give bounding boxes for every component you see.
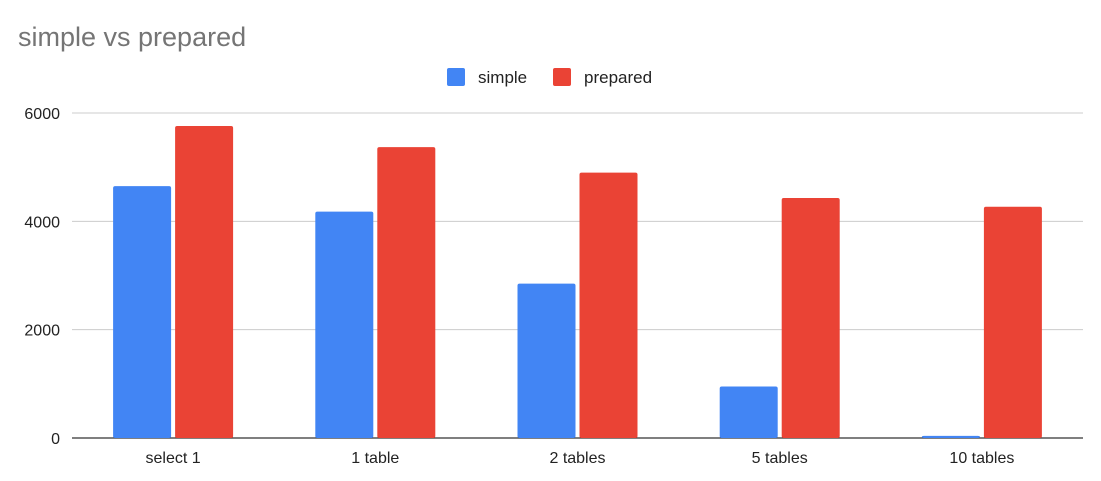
bar-simple-5-tables (719, 386, 778, 438)
bar-simple-2-tables (517, 283, 576, 438)
bar-prepared-5-tables (781, 198, 840, 438)
bar-prepared-1-table (377, 147, 436, 438)
x-tick-label: 10 tables (949, 450, 1014, 467)
x-tick-label: select 1 (146, 450, 201, 467)
legend: simple prepared (447, 68, 652, 87)
y-tick-label: 6000 (24, 106, 60, 123)
bar-simple-1-table (315, 211, 374, 438)
legend-swatch-prepared (553, 68, 571, 86)
x-tick-label: 5 tables (752, 450, 808, 467)
bar-prepared-2-tables (579, 172, 638, 439)
y-tick-label: 2000 (24, 323, 60, 340)
legend-label-prepared: prepared (584, 68, 652, 87)
chart-title: simple vs prepared (18, 22, 246, 52)
y-tick-label: 4000 (24, 214, 60, 231)
gridlines (72, 112, 1083, 439)
bar-prepared-10-tables (983, 206, 1042, 438)
x-axis-ticks: select 1 1 table 2 tables 5 tables 10 tables (146, 450, 1015, 467)
bar-simple-10-tables (921, 435, 980, 438)
y-axis-ticks: 0 2000 4000 6000 (24, 106, 60, 448)
bar-simple-select-1 (113, 186, 172, 438)
legend-swatch-simple (447, 68, 465, 86)
x-tick-label: 2 tables (549, 450, 605, 467)
bar-prepared-select-1 (175, 126, 234, 438)
legend-label-simple: simple (478, 68, 527, 87)
y-tick-label: 0 (51, 431, 60, 448)
bars (113, 126, 1042, 439)
x-tick-label: 1 table (351, 450, 399, 467)
